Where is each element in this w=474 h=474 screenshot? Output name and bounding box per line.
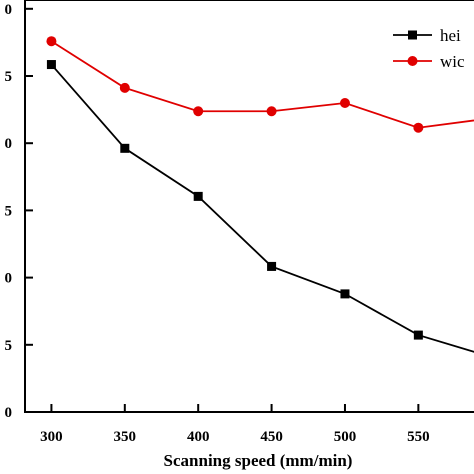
series-width bbox=[46, 36, 474, 133]
x-tick-label: 450 bbox=[260, 429, 283, 445]
y-tick-label: 5 bbox=[5, 69, 13, 85]
y-tick-label: 0 bbox=[5, 136, 13, 152]
series-layer bbox=[46, 36, 474, 353]
legend-label-width: wic bbox=[440, 52, 465, 71]
data-point bbox=[413, 122, 424, 133]
y-tick-label: 5 bbox=[5, 338, 13, 354]
data-point bbox=[193, 191, 203, 201]
legend-marker-width bbox=[407, 56, 418, 66]
legend: hei wic bbox=[393, 26, 465, 71]
data-point bbox=[193, 106, 204, 117]
data-point bbox=[340, 289, 350, 299]
y-tick-label: 5 bbox=[5, 203, 13, 219]
legend-label-height: hei bbox=[440, 26, 461, 45]
data-point bbox=[119, 82, 130, 93]
data-point bbox=[339, 98, 350, 108]
x-axis-title: Scanning speed (mm/min) bbox=[164, 451, 353, 470]
x-axis: 300 350 400 450 500 550 bbox=[40, 404, 430, 445]
series-line bbox=[50, 40, 474, 129]
plot-frame bbox=[24, 0, 474, 413]
x-tick-label: 550 bbox=[407, 429, 430, 445]
y-tick-label: 0 bbox=[5, 271, 13, 287]
y-tick-label: 0 bbox=[5, 405, 13, 421]
data-point bbox=[267, 261, 277, 271]
x-tick-label: 300 bbox=[40, 429, 63, 445]
y-tick-label: 0 bbox=[5, 2, 13, 18]
y-axis: 0 5 0 5 0 5 0 bbox=[5, 2, 33, 421]
series-height bbox=[46, 60, 474, 353]
x-tick-label: 350 bbox=[114, 429, 137, 445]
data-point bbox=[46, 60, 56, 70]
data-point bbox=[120, 143, 130, 153]
data-point bbox=[46, 36, 57, 47]
data-point bbox=[413, 330, 423, 340]
data-point bbox=[266, 106, 277, 117]
x-tick-label: 400 bbox=[187, 429, 210, 445]
legend-marker-height bbox=[408, 30, 417, 40]
series-line bbox=[50, 63, 474, 353]
x-tick-label: 500 bbox=[334, 429, 357, 445]
plot-area bbox=[24, 0, 474, 413]
